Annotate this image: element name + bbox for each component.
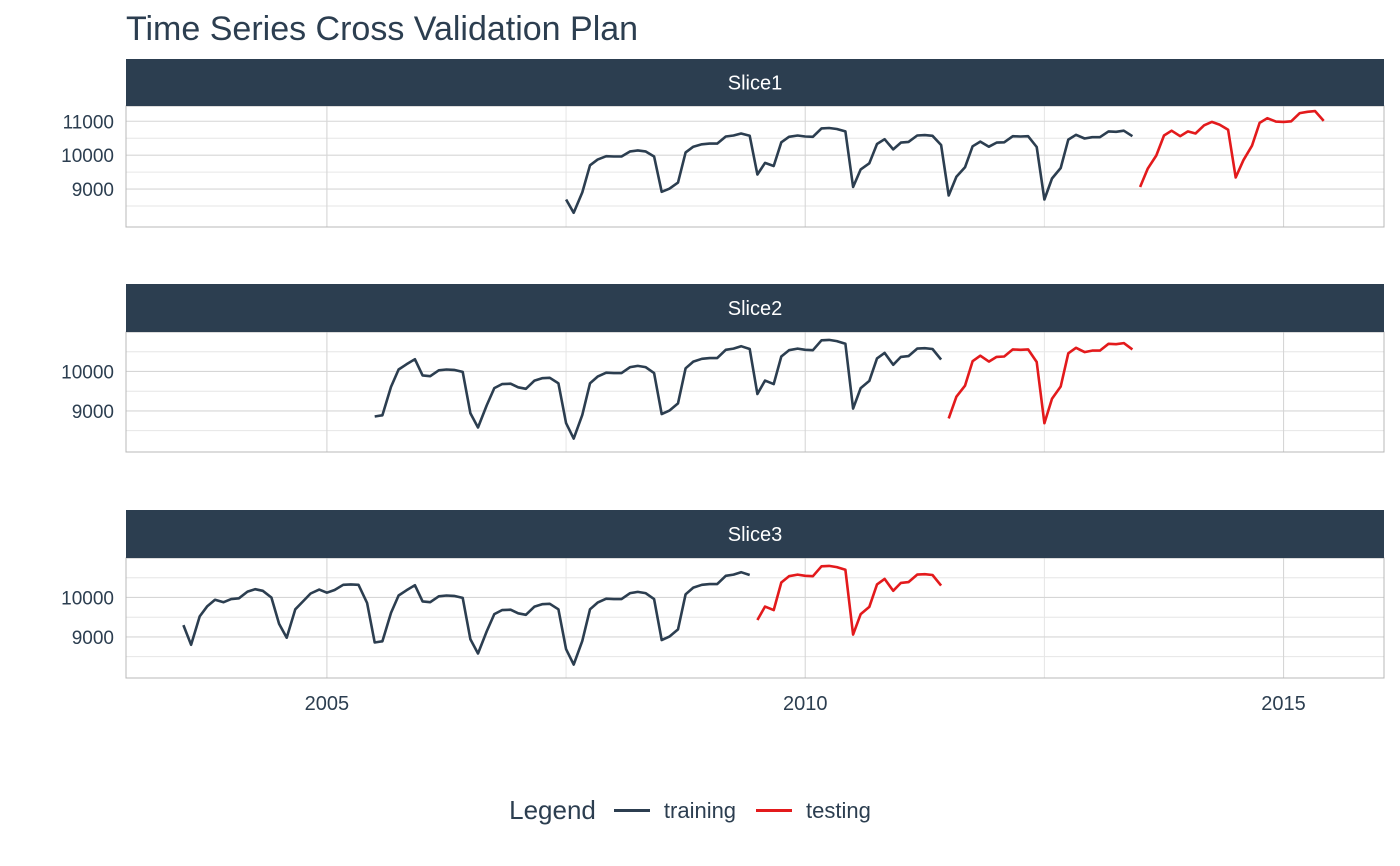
y-tick-label: 9000 (72, 180, 114, 201)
legend-item-training: training (613, 797, 737, 824)
chart-title: Time Series Cross Validation Plan (126, 10, 639, 48)
panel-strip-label: Slice2 (728, 298, 782, 320)
x-tick-label: 2005 (305, 693, 350, 715)
panel-border (125, 331, 1385, 453)
x-tick-label: 2015 (1261, 693, 1306, 715)
legend-label-testing: testing (806, 797, 871, 823)
training-series-line (564, 126, 1134, 215)
panel-strip-label: Slice1 (728, 73, 782, 95)
x-tick-label: 2010 (783, 693, 828, 715)
legend-key-training (613, 809, 650, 812)
y-tick-label: 10000 (61, 362, 114, 383)
legend-item-testing: testing (756, 798, 871, 824)
legend: Legend training testing (0, 795, 1400, 826)
panel-border (125, 557, 1385, 679)
testing-series-line (1138, 109, 1325, 188)
legend-key-testing (756, 809, 793, 812)
legend-title: Legend (509, 795, 596, 825)
y-tick-label: 10000 (61, 588, 114, 609)
y-tick-label: 9000 (72, 628, 114, 649)
legend-label-training: training (663, 797, 737, 823)
panel-strip (126, 284, 1384, 332)
panel-strip (126, 510, 1384, 558)
y-tick-label: 9000 (72, 402, 114, 423)
training-series-line (182, 570, 751, 666)
training-series-line (374, 338, 943, 440)
y-tick-label: 10000 (61, 146, 114, 167)
testing-series-line (756, 564, 943, 636)
panel-strip-label: Slice3 (728, 524, 782, 546)
y-tick-label: 11000 (63, 112, 114, 133)
panel-strip (126, 59, 1384, 106)
testing-series-line (947, 341, 1134, 425)
